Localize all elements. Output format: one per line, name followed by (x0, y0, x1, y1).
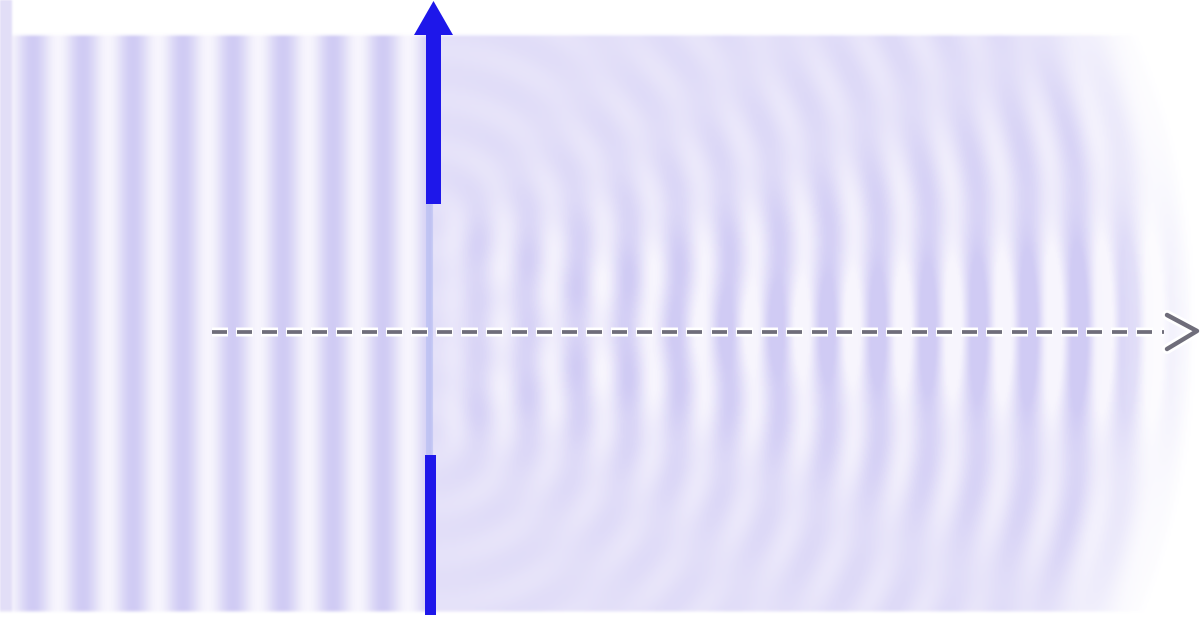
slit-glow (426, 204, 433, 455)
axis-arrowhead-icon (1162, 310, 1200, 354)
barrier-lower-segment (425, 455, 436, 615)
barrier-upper-arrow-icon (414, 1, 453, 204)
